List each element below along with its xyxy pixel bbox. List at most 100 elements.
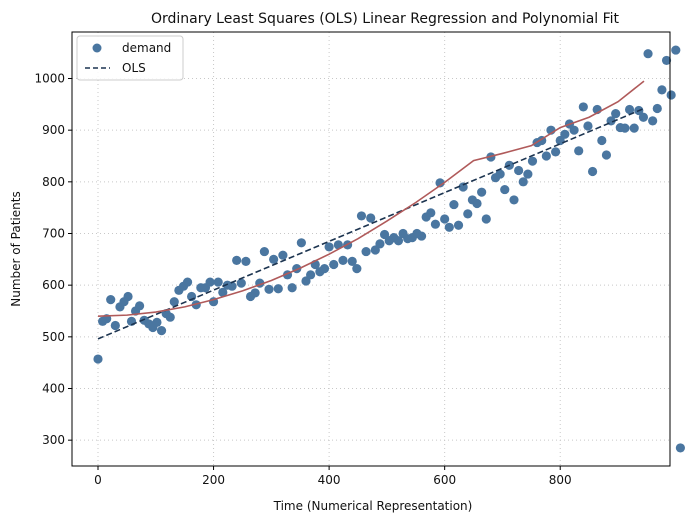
- plot-frame: [71, 31, 671, 467]
- demand-point: [361, 246, 371, 257]
- demand-point: [643, 49, 653, 59]
- demand-point: [135, 301, 145, 311]
- demand-point: [156, 326, 167, 336]
- demand-point: [620, 123, 630, 133]
- demand-point: [338, 255, 348, 265]
- y-tick-label: 300: [42, 433, 65, 447]
- demand-point: [264, 284, 274, 294]
- y-tick-label: 400: [42, 382, 65, 396]
- demand-point: [597, 135, 607, 146]
- demand-point: [541, 151, 551, 161]
- demand-point: [477, 187, 487, 197]
- demand-point: [329, 259, 339, 270]
- demand-point: [611, 109, 621, 119]
- demand-point: [514, 165, 524, 176]
- demand-point: [638, 112, 649, 122]
- demand-point: [169, 297, 179, 307]
- demand-point: [218, 287, 228, 297]
- demand-point: [449, 199, 459, 210]
- demand-point: [574, 146, 584, 156]
- legend-label-demand: demand: [122, 41, 171, 55]
- x-tick-label: 600: [433, 473, 456, 487]
- demand-point: [458, 182, 468, 192]
- demand-point: [648, 116, 658, 126]
- demand-point: [273, 284, 283, 294]
- y-tick-label: 700: [42, 227, 65, 241]
- demand-point: [241, 256, 251, 266]
- plot-area: [93, 45, 686, 453]
- demand-point: [435, 178, 445, 188]
- y-tick-label: 900: [42, 123, 65, 137]
- demand-point: [518, 177, 528, 187]
- demand-point: [453, 220, 464, 230]
- demand-point: [269, 254, 279, 264]
- demand-point: [495, 169, 505, 179]
- demand-point: [569, 125, 579, 135]
- demand-point: [306, 270, 316, 280]
- demand-point: [527, 156, 538, 166]
- y-tick-label: 500: [42, 330, 65, 344]
- demand-point: [110, 320, 120, 331]
- y-tick-label: 1000: [34, 72, 65, 86]
- demand-point: [165, 312, 175, 322]
- demand-point: [587, 166, 598, 177]
- demand-point: [393, 236, 404, 246]
- x-tick-label: 800: [549, 473, 572, 487]
- demand-point: [259, 246, 269, 257]
- x-axis-ticks: 0 200 400 600 800: [94, 466, 572, 487]
- demand-point: [250, 288, 260, 298]
- demand-point: [657, 85, 667, 95]
- demand-point: [236, 278, 246, 288]
- demand-point: [652, 103, 662, 114]
- chart-title: Ordinary Least Squares (OLS) Linear Regr…: [151, 11, 620, 27]
- demand-point: [278, 250, 288, 260]
- demand-point: [666, 90, 676, 100]
- demand-point: [601, 150, 612, 160]
- legend-box: [76, 35, 184, 81]
- demand-point: [324, 242, 334, 252]
- demand-point: [232, 255, 242, 265]
- demand-point: [440, 214, 450, 224]
- demand-point: [583, 121, 593, 131]
- demand-point: [523, 169, 533, 179]
- demand-point: [356, 211, 367, 221]
- demand-point: [287, 283, 297, 293]
- legend-marker-demand: [92, 43, 102, 53]
- demand-point: [472, 198, 482, 209]
- demand-point: [416, 231, 427, 241]
- demand-point: [182, 277, 193, 287]
- demand-point: [444, 222, 454, 232]
- demand-point: [319, 264, 330, 274]
- x-tick-label: 400: [318, 473, 341, 487]
- demand-point: [463, 209, 473, 219]
- y-tick-label: 600: [42, 278, 65, 292]
- demand-point: [296, 238, 306, 248]
- demand-point: [675, 443, 686, 453]
- polynomial-fit-line: [97, 80, 645, 317]
- demand-point: [93, 354, 103, 364]
- x-tick-label: 200: [202, 473, 225, 487]
- y-tick-label: 800: [42, 175, 65, 189]
- demand-point: [375, 239, 385, 249]
- demand-point: [629, 123, 639, 133]
- demand-point: [227, 281, 237, 291]
- demand-point: [481, 214, 491, 224]
- demand-point: [191, 300, 201, 310]
- x-tick-label: 0: [94, 473, 102, 487]
- demand-point: [352, 264, 362, 274]
- y-axis-ticks: 300 400 500 600 700 800 900 1000: [34, 72, 72, 447]
- demand-point: [205, 277, 215, 287]
- demand-point: [578, 102, 588, 112]
- demand-point: [509, 195, 519, 205]
- demand-point: [347, 256, 357, 266]
- demand-point: [661, 55, 672, 66]
- demand-point: [624, 104, 635, 115]
- demand-point: [560, 129, 570, 139]
- y-axis-label: Number of Patients: [9, 191, 23, 306]
- demand-point: [671, 45, 681, 55]
- legend-label-ols: OLS: [122, 61, 146, 75]
- demand-point: [152, 317, 162, 327]
- demand-point: [551, 147, 561, 157]
- demand-point: [430, 219, 441, 229]
